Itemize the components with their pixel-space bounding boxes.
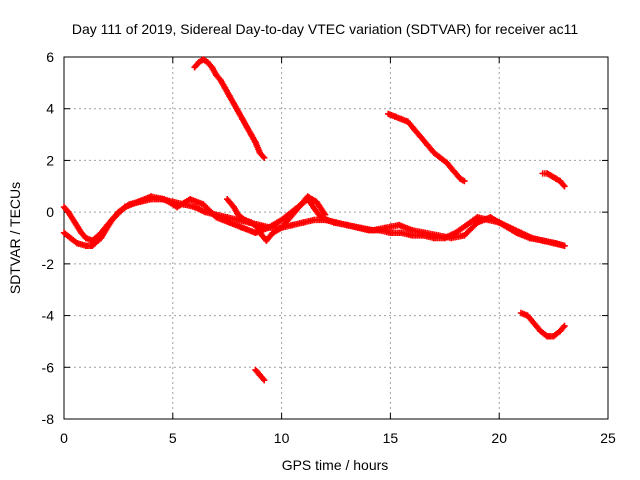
data-point — [261, 154, 268, 161]
data-point — [560, 324, 567, 331]
data-point — [560, 181, 567, 189]
x-tick-label: 25 — [600, 430, 616, 446]
y-tick-label: -2 — [42, 256, 55, 272]
data-point — [461, 177, 468, 185]
x-tick-label: 10 — [274, 430, 290, 446]
x-tick-label: 15 — [383, 430, 399, 446]
plot-frame — [63, 56, 609, 420]
series-arc-high-1 — [191, 56, 268, 161]
y-tick-label: 4 — [46, 101, 54, 117]
x-tick-label: 20 — [491, 430, 507, 446]
y-tick-label: -4 — [42, 308, 55, 324]
data-point — [561, 183, 568, 190]
y-tick-label: 6 — [46, 49, 54, 65]
y-tick-label: -8 — [42, 411, 55, 427]
y-tick-labels: 6 4 2 0 -2 -4 -6 -8 — [42, 49, 55, 427]
y-tick-label: -6 — [42, 359, 55, 375]
chart-title: Day 111 of 2019, Sidereal Day-to-day VTE… — [72, 21, 578, 37]
series-arc-bump-mid — [224, 193, 329, 244]
series-arc-high-2 — [385, 110, 468, 185]
x-axis-label: GPS time / hours — [282, 457, 389, 473]
y-tick-label: 2 — [46, 152, 54, 168]
series-arc-low-1 — [517, 309, 568, 340]
data-point — [261, 377, 268, 384]
data-point — [561, 242, 568, 249]
data-points — [60, 56, 568, 384]
x-tick-label: 5 — [169, 430, 177, 446]
y-tick-label: 0 — [46, 204, 54, 220]
data-point — [259, 375, 267, 383]
plot-border — [63, 56, 609, 420]
data-point — [259, 153, 267, 160]
data-point — [321, 211, 329, 218]
x-tick-labels: 0 5 10 15 20 25 — [60, 430, 616, 446]
series-arc-low-2 — [252, 366, 268, 384]
series-arc-high-3 — [539, 170, 568, 190]
x-tick-label: 0 — [60, 430, 68, 446]
data-point — [561, 322, 568, 330]
series-arc-main-b — [60, 193, 568, 249]
y-axis-label: SDTVAR / TECUs — [7, 182, 23, 294]
